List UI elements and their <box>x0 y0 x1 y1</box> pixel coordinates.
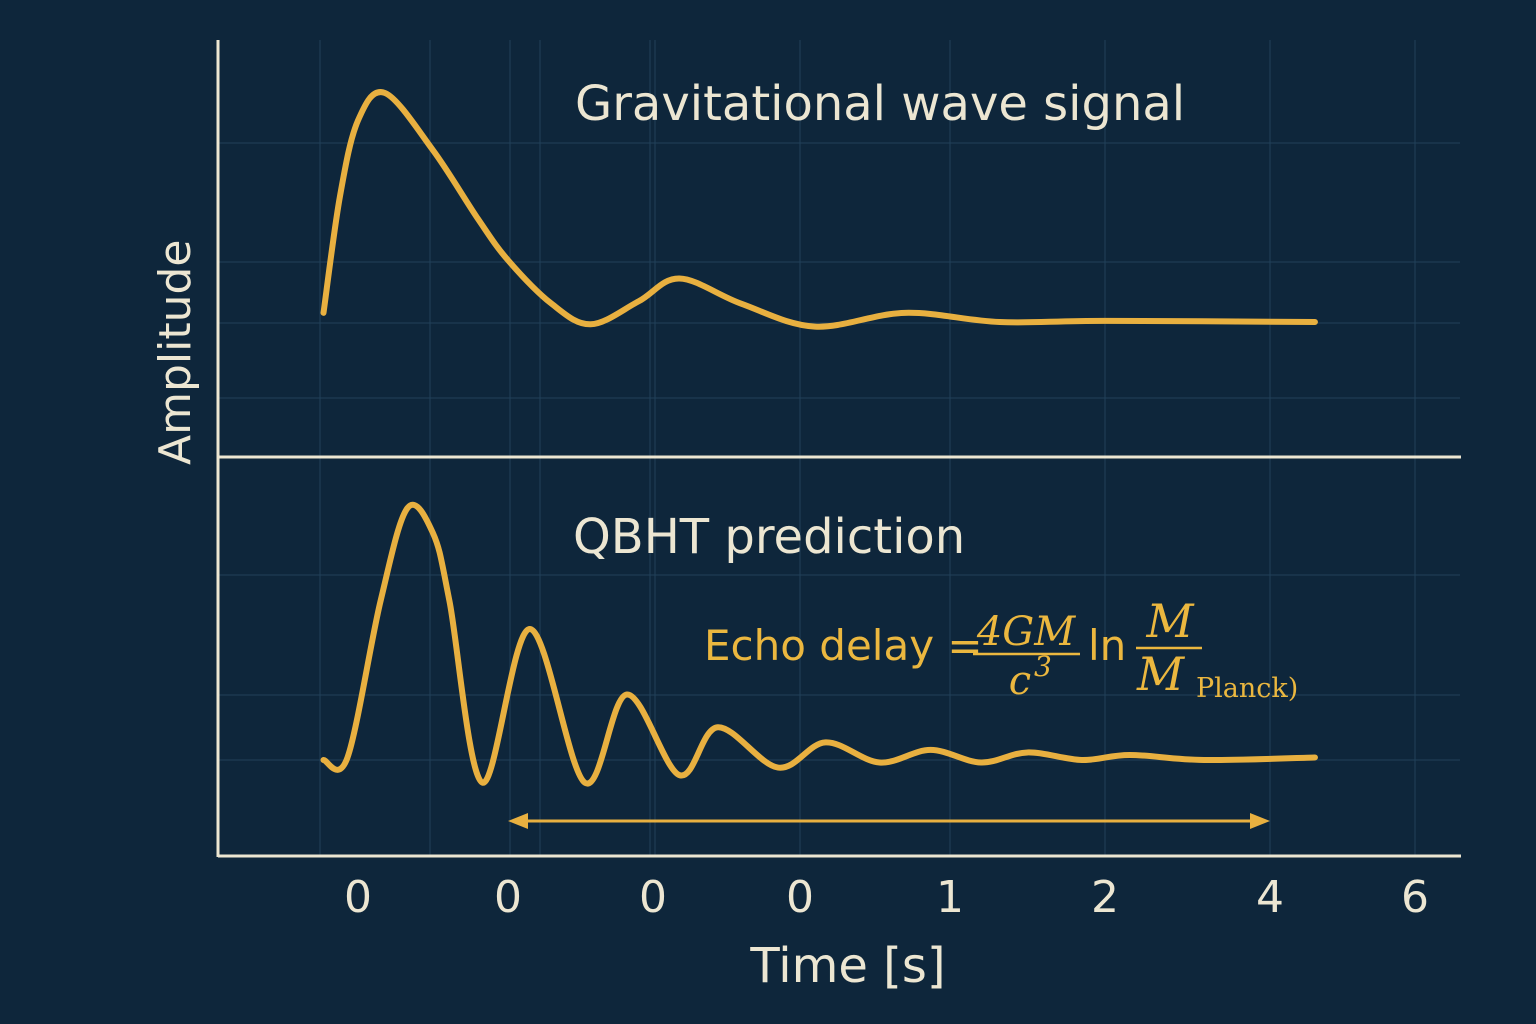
equation-ln: ln <box>1088 621 1126 670</box>
x-tick-label: 2 <box>1091 872 1119 923</box>
x-axis-label: Time [s] <box>749 938 945 994</box>
fraction2-subscript: Planck) <box>1196 673 1298 704</box>
fraction2-numerator: M <box>1145 594 1195 648</box>
panel-title-bottom: QBHT prediction <box>573 509 965 565</box>
echo-delay-equation: Echo delay = 4GM c 3 ln M M Planck) <box>704 594 1298 704</box>
prediction-curve <box>320 501 1318 787</box>
fraction2-denominator: M <box>1136 647 1186 701</box>
fraction1-exponent: 3 <box>1034 650 1052 683</box>
x-tick-label: 1 <box>936 872 964 923</box>
signal-curve <box>320 89 1318 330</box>
x-tick-label: 0 <box>344 872 372 923</box>
fraction1-numerator: 4GM <box>976 609 1076 655</box>
curves <box>320 89 1318 787</box>
x-tick-label: 4 <box>1256 872 1284 923</box>
arrow-head-right <box>1250 813 1270 829</box>
x-tick-label: 0 <box>639 872 667 923</box>
panel-title-top: Gravitational wave signal <box>575 76 1185 132</box>
fraction1-denominator: c <box>1009 658 1031 704</box>
arrow-head-left <box>508 813 528 829</box>
equation-prefix: Echo delay = <box>704 621 983 670</box>
x-tick-label: 0 <box>786 872 814 923</box>
x-tick-label: 0 <box>494 872 522 923</box>
y-axis-label: Amplitude <box>150 240 201 465</box>
x-tick-labels: 0 0 0 0 1 2 4 6 <box>344 872 1429 923</box>
echo-delay-arrow <box>508 813 1270 829</box>
x-tick-label: 6 <box>1401 872 1429 923</box>
